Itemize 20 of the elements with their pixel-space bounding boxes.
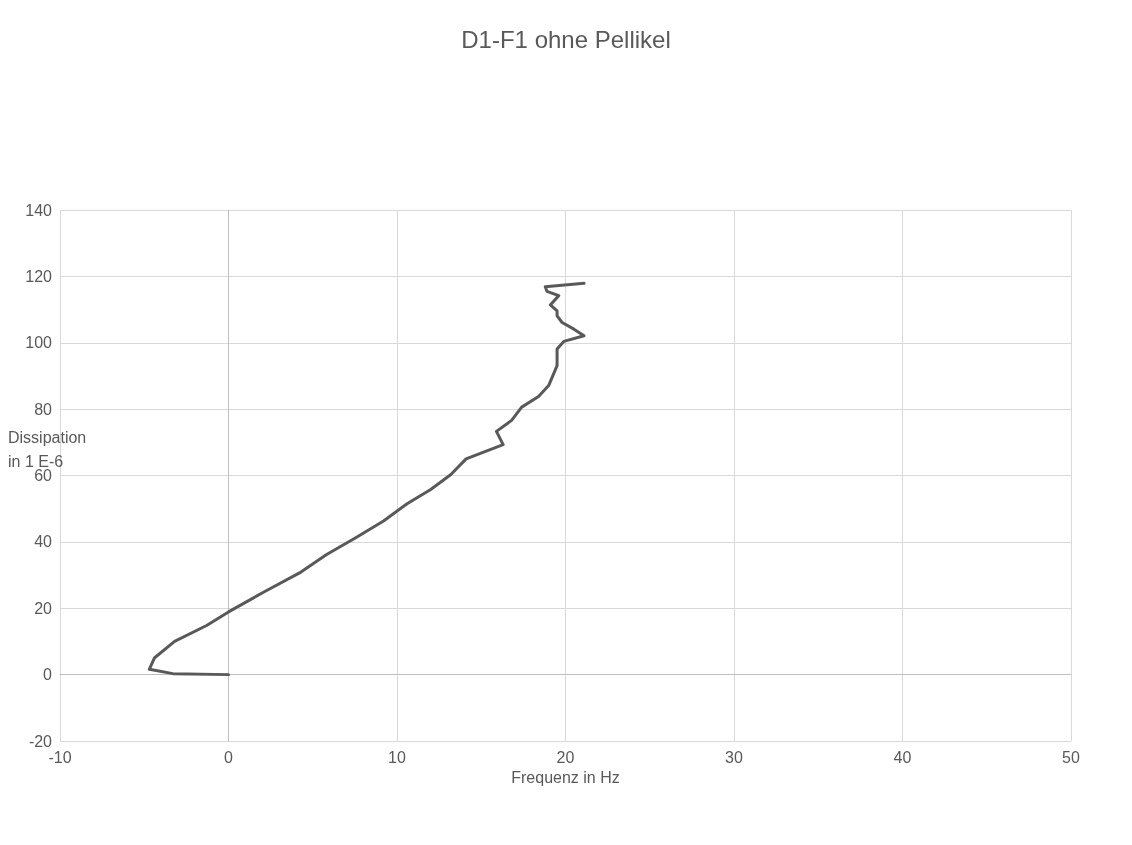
x-tick-label: 50 [1062, 748, 1080, 766]
y-tick-label: 120 [25, 267, 53, 285]
x-axis-title: Frequenz in Hz [511, 769, 620, 787]
y-tick-label: -20 [28, 732, 53, 750]
y-tick-label: 60 [34, 467, 53, 484]
y-axis-title: Dissipation in 1 E-6 [8, 428, 87, 470]
chart-title: D1-F1 ohne Pellikel [461, 25, 671, 53]
y-tick-label: 0 [43, 666, 53, 684]
y-tick-label: 140 [25, 201, 53, 219]
y-tick-label: 80 [34, 400, 53, 418]
x-tick-label: 10 [388, 748, 406, 766]
x-tick-label: 20 [556, 748, 575, 766]
x-tick-label: 30 [725, 748, 743, 766]
y-tick-label: 40 [34, 533, 53, 551]
y-tick-label: 20 [34, 599, 53, 617]
x-tick-label: -10 [48, 748, 72, 766]
x-tick-label: 0 [224, 748, 234, 766]
line-series [147, 281, 586, 677]
y-tick-label: 100 [25, 334, 53, 352]
x-tick-label: 40 [893, 748, 912, 766]
